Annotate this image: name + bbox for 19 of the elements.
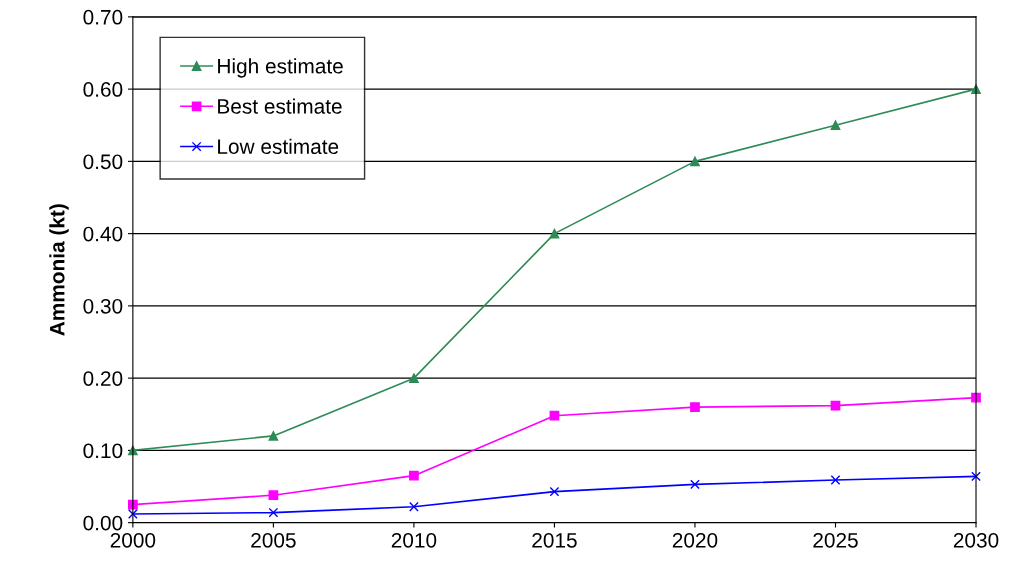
y-tick-label: 0.00 [83,515,123,531]
legend-label: Best estimate [218,98,342,114]
x-tick-label: 2015 [532,532,577,548]
y-tick-label: 0.10 [83,443,123,459]
y-tick-label: 0.30 [83,298,123,314]
y-tick-label: 0.50 [83,154,123,170]
y-tick-label: 0.60 [83,82,123,97]
legend-label: Low estimate [218,138,339,155]
y-axis-title: Ammonia (kt) [49,204,69,336]
x-tick-label: 2030 [953,532,999,548]
x-tick-label: 2000 [110,532,156,548]
legend-label: High estimate [218,58,343,78]
x-tick-label: 2005 [251,532,296,548]
y-tick-label: 0.40 [83,226,123,242]
x-tick-label: 2010 [391,532,437,548]
y-tick-label: 0.20 [83,371,123,386]
x-tick-label: 2025 [813,532,858,548]
y-tick-label: 0.70 [83,9,123,25]
x-tick-label: 2020 [672,532,718,548]
